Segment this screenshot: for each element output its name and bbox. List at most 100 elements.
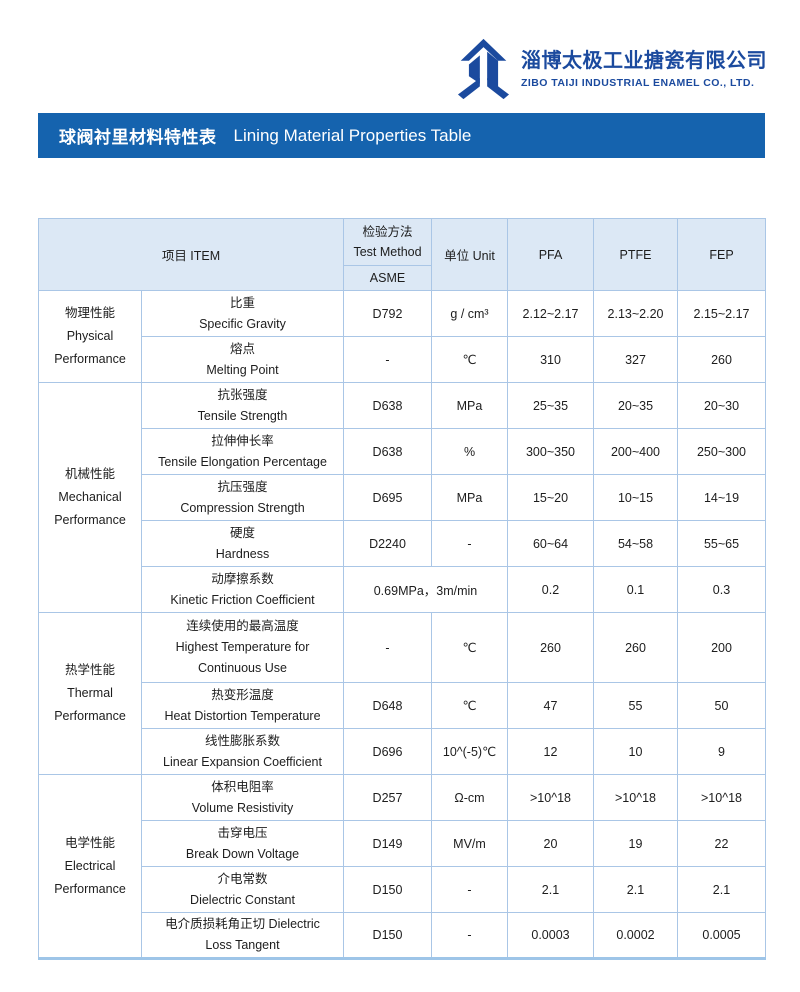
cell-fep: 2.15~2.17 <box>677 290 766 337</box>
item-en: Specific Gravity <box>199 316 286 331</box>
category-en: Mechanical Performance <box>54 490 126 527</box>
cell-unit: - <box>431 912 508 959</box>
cell-method: D695 <box>343 474 432 521</box>
page-title-en: Lining Material Properties Table <box>233 125 472 145</box>
header-test-method-zh: 检验方法 <box>362 225 413 239</box>
item-en: Dielectric Constant <box>190 892 295 907</box>
cell-item: 拉伸伸长率 Tensile Elongation Percentage <box>141 428 344 475</box>
item-zh: 熔点 <box>229 341 255 356</box>
item-zh: 抗压强度 <box>217 479 268 494</box>
category-cell-electrical: 电学性能 Electrical Performance <box>38 774 142 959</box>
header-item: 项目 ITEM <box>38 218 344 291</box>
table-row: 抗压强度 Compression Strength D695 MPa 15~20… <box>39 474 766 521</box>
cell-method: - <box>343 336 432 383</box>
cell-item: 抗压强度 Compression Strength <box>141 474 344 521</box>
item-en: Hardness <box>215 546 270 561</box>
cell-method-merged: 0.69MPa，3m/min <box>343 566 508 613</box>
header-pfa: PFA <box>507 218 594 291</box>
item-en: Volume Resistivity <box>191 800 294 815</box>
cell-fep: 250~300 <box>677 428 766 475</box>
cell-pfa: 12 <box>507 728 594 775</box>
cell-pfa: 310 <box>507 336 594 383</box>
item-zh: 拉伸伸长率 <box>211 433 274 448</box>
cell-method: D257 <box>343 774 432 821</box>
cell-pfa: 60~64 <box>507 520 594 567</box>
cell-ptfe: >10^18 <box>593 774 678 821</box>
cell-unit: ℃ <box>431 336 508 383</box>
cell-unit: Ω-cm <box>431 774 508 821</box>
cell-fep: 55~65 <box>677 520 766 567</box>
cell-item: 动摩擦系数 Kinetic Friction Coefficient <box>141 566 344 613</box>
cell-fep: 9 <box>677 728 766 775</box>
cell-fep: 200 <box>677 612 766 683</box>
cell-ptfe: 19 <box>593 820 678 867</box>
cell-fep: 20~30 <box>677 382 766 429</box>
cell-ptfe: 0.0002 <box>593 912 678 959</box>
item-en2: Continuous Use <box>198 661 287 675</box>
cell-item: 熔点 Melting Point <box>141 336 344 383</box>
cell-unit: MPa <box>431 382 508 429</box>
category-cell-thermal: 热学性能 Thermal Performance <box>38 612 142 775</box>
cell-fep: 50 <box>677 682 766 729</box>
company-name-zh: 淄博太极工业搪瓷有限公司 <box>521 49 767 72</box>
cell-fep: 260 <box>677 336 766 383</box>
cell-method: D150 <box>343 866 432 913</box>
cell-pfa: 2.12~2.17 <box>507 290 594 337</box>
company-name-en: ZIBO TAIJI INDUSTRIAL ENAMEL CO., LTD. <box>521 76 755 89</box>
item-zh: 比重 <box>229 295 255 310</box>
cell-pfa: 15~20 <box>507 474 594 521</box>
table-row: 熔点 Melting Point - ℃ 310 327 260 <box>39 336 766 383</box>
table-row: 拉伸伸长率 Tensile Elongation Percentage D638… <box>39 428 766 475</box>
cell-unit: 10^(-5)℃ <box>431 728 508 775</box>
table-row: 击穿电压 Break Down Voltage D149 MV/m 20 19 … <box>39 820 766 867</box>
cell-ptfe: 55 <box>593 682 678 729</box>
header-fep: FEP <box>677 218 766 291</box>
cell-pfa: >10^18 <box>507 774 594 821</box>
header-test-method-en: Test Method <box>353 245 422 259</box>
cell-fep: 22 <box>677 820 766 867</box>
cell-unit: ℃ <box>431 612 508 683</box>
item-en: Tensile Elongation Percentage <box>158 454 327 469</box>
cell-pfa: 260 <box>507 612 594 683</box>
header-test-method-top: 检验方法 Test Method <box>344 219 431 266</box>
cell-unit: MPa <box>431 474 508 521</box>
cell-item: 抗张强度 Tensile Strength <box>141 382 344 429</box>
item-zh: 连续使用的最高温度 <box>186 619 299 633</box>
item-zh: 电介质损耗角正切 Dielectric <box>165 917 320 931</box>
header-test-method: 检验方法 Test Method ASME <box>343 218 432 291</box>
cell-item: 体积电阻率 Volume Resistivity <box>141 774 344 821</box>
header-test-method-std: ASME <box>369 271 406 285</box>
category-en: Thermal Performance <box>54 686 126 723</box>
cell-item: 硬度 Hardness <box>141 520 344 567</box>
category-en: Physical Performance <box>54 329 126 366</box>
cell-ptfe: 200~400 <box>593 428 678 475</box>
header-unit: 单位 Unit <box>431 218 508 291</box>
cell-method: D2240 <box>343 520 432 567</box>
cell-method: D792 <box>343 290 432 337</box>
cell-fep: >10^18 <box>677 774 766 821</box>
cell-ptfe: 260 <box>593 612 678 683</box>
header-ptfe: PTFE <box>593 218 678 291</box>
cell-item: 连续使用的最高温度 Highest Temperature for Contin… <box>141 612 344 683</box>
cell-method: D149 <box>343 820 432 867</box>
cell-pfa: 47 <box>507 682 594 729</box>
cell-method: D638 <box>343 428 432 475</box>
item-en: Kinetic Friction Coefficient <box>170 592 315 607</box>
cell-method: D648 <box>343 682 432 729</box>
table-row: 机械性能 Mechanical Performance 抗张强度 Tensile… <box>38 382 766 613</box>
item-zh: 介电常数 <box>217 871 268 886</box>
item-zh: 动摩擦系数 <box>211 571 274 586</box>
cell-pfa: 20 <box>507 820 594 867</box>
category-zh: 物理性能 <box>64 306 115 320</box>
category-zh: 机械性能 <box>64 467 115 481</box>
item-en: Highest Temperature for <box>175 640 310 654</box>
cell-method: D638 <box>343 382 432 429</box>
table-header-row: 项目 ITEM 检验方法 Test Method ASME 单位 Unit PF… <box>38 218 766 291</box>
company-logo-icon <box>457 38 510 100</box>
cell-fep: 2.1 <box>677 866 766 913</box>
item-en: Heat Distortion Temperature <box>164 708 321 723</box>
category-en: Electrical Performance <box>54 858 126 896</box>
cell-ptfe: 20~35 <box>593 382 678 429</box>
cell-pfa: 300~350 <box>507 428 594 475</box>
category-cell-physical: 物理性能 Physical Performance <box>38 290 142 383</box>
